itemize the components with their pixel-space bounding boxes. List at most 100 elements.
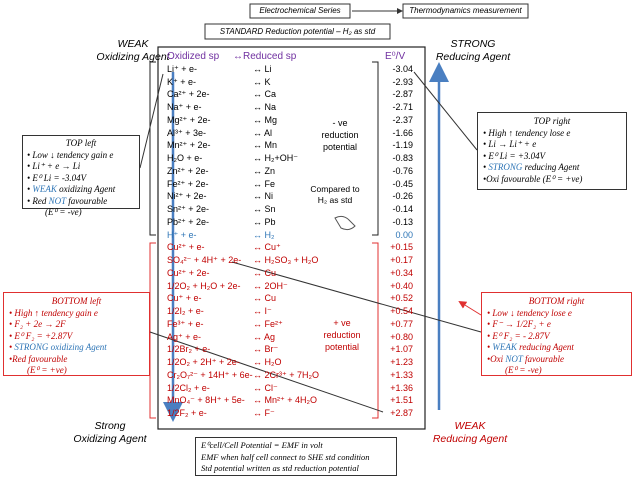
footer-line: EMF when half cell connect to SHE std co… — [201, 451, 370, 462]
bracket — [149, 242, 156, 419]
column-header: Oxidized sp — [167, 51, 220, 62]
box-segment: • — [483, 162, 489, 172]
label: WEAK Oxidizing Agent — [78, 38, 188, 64]
box-line: • F₂ + 2e → 2F — [9, 319, 66, 329]
label: STRONG Reducing Agent — [418, 38, 528, 64]
note: Compared to H₂ as std — [300, 184, 370, 206]
potential: -0.83 — [392, 153, 413, 164]
pointer — [458, 300, 482, 316]
label-line: Oxidizing Agent — [73, 433, 147, 445]
label: WEAK Reducing Agent — [415, 420, 525, 446]
series-title: Electrochemical Series — [259, 6, 341, 15]
potential: +0.52 — [390, 293, 413, 304]
box-line: • E⁰ F₂ = - 2.87V — [487, 330, 550, 341]
oxidized-species: Ni²⁺ + 2e- — [167, 191, 207, 202]
footer-box: E⁰cell/Cell Potential = EMF in volt EMF … — [195, 437, 397, 476]
label-line: Reducing Agent — [435, 51, 511, 63]
oxidized-species: Al³⁺ + 3e- — [167, 127, 207, 138]
potential: -0.76 — [392, 165, 413, 176]
potential: +1.07 — [390, 344, 413, 355]
label-line: WEAK — [117, 38, 149, 50]
potential: -0.14 — [392, 204, 413, 215]
oxidized-species: Fe²⁺ + 2e- — [167, 178, 209, 189]
potential: -0.45 — [392, 178, 413, 189]
box-line: (E⁰ = -ve) — [505, 365, 542, 375]
potential: +2.87 — [390, 407, 413, 418]
measurement-title: Thermodynamics measurement — [409, 6, 522, 15]
footer-line: E⁰cell/Cell Potential = EMF in volt — [201, 440, 323, 450]
box-line: • F⁻ → 1/2F₂ + e — [487, 319, 551, 329]
potential: -2.93 — [392, 76, 413, 87]
label-line: Reducing Agent — [432, 433, 508, 445]
box-line: • STRONG reducing Agent — [483, 162, 621, 174]
reduced-species: ↔ H₂+OH⁻ — [253, 153, 298, 164]
potential: +0.17 — [390, 255, 413, 266]
potential: -2.37 — [392, 114, 413, 125]
reduced-species: ↔ Na — [253, 102, 277, 113]
box-line: (E⁰ = -ve) — [45, 207, 82, 217]
box-line: • WEAK oxidizing Agent — [27, 184, 135, 196]
column-header: E⁰/V — [385, 51, 406, 62]
potential: +0.15 — [390, 242, 413, 253]
reduced-species: ↔ Ca — [253, 89, 277, 100]
reduced-species: ↔ Cu — [253, 267, 277, 278]
potential: -3.04 — [392, 64, 413, 74]
box-segment: • — [487, 342, 493, 352]
note-line: potential — [324, 342, 360, 352]
box-segment: • — [27, 184, 33, 194]
bracket — [372, 61, 379, 236]
potential: +0.54 — [390, 306, 413, 317]
box-segment: WEAK — [492, 342, 517, 352]
label-line: Strong — [94, 420, 126, 432]
note-box: TOP right • High ↑ tendency lose e • Li → … — [477, 112, 627, 190]
potential: +0.77 — [390, 318, 413, 329]
oxidized-species: Sn²⁺ + 2e- — [167, 204, 210, 215]
oxidized-species: Cu²⁺ + 2e- — [167, 267, 210, 278]
reduced-species: ↔ Ag — [253, 331, 276, 342]
pointer-line — [413, 71, 478, 151]
box-segment: • Red — [27, 195, 49, 206]
table-frame — [157, 46, 426, 430]
box-line: • High ↑ tendency lose e — [483, 127, 571, 138]
note-line: + ve — [333, 318, 351, 328]
box-title: BOTTOM left — [51, 296, 102, 306]
potential: +1.23 — [390, 357, 413, 368]
reduced-species: ↔ Fe²⁺ — [253, 318, 283, 329]
reduced-species: ↔ Cu⁺ — [253, 242, 281, 253]
box-line: • STRONG oxidizing Agent — [9, 342, 144, 354]
note: - ve reduction potential — [305, 117, 375, 153]
oxidized-species: Pb²⁺ + 2e- — [167, 216, 210, 227]
box-line: • WEAK reducing Agent — [487, 342, 626, 354]
box-segment: reducing Agent — [516, 342, 574, 352]
note-line: Compared to — [310, 184, 360, 194]
box-line: • E⁰ F₂ = +2.87V — [9, 330, 73, 341]
reduced-species: ↔ H₂ — [253, 229, 275, 240]
reduced-species: ↔ Li — [253, 64, 272, 74]
oxidized-species: Li⁺ + e- — [167, 64, 198, 74]
potential: +1.36 — [390, 382, 413, 393]
box-line: • Low ↓ tendency gain e — [27, 149, 114, 160]
reduced-species: ↔ Fe — [253, 178, 276, 189]
box-segment: •Oxi — [487, 353, 506, 364]
standard-title: STANDARD Reduction potential – H₂ as std — [219, 27, 376, 36]
box-line: •Oxi favourable (E⁰ = +ve) — [483, 173, 583, 184]
oxidized-species: 1/2O₂ + 2H⁺ + 2e- — [167, 357, 240, 368]
box-segment: reducing Agent — [522, 162, 580, 172]
hand-icon — [334, 215, 356, 231]
oxidized-species: Zn²⁺ + 2e- — [167, 165, 209, 176]
box-segment: STRONG — [488, 162, 523, 172]
note-line: potential — [322, 142, 358, 152]
note-box: BOTTOM right • Low ↓ tendency lose e • F⁻ … — [481, 292, 632, 376]
note-line: H₂ as std — [317, 195, 353, 205]
measurement-box — [402, 3, 529, 19]
reduced-species: ↔ F⁻ — [253, 407, 275, 418]
oxidized-species: K⁺ + e- — [167, 76, 197, 87]
box-segment: STRONG oxidizing Agent — [14, 342, 107, 352]
note-line: reduction — [323, 330, 361, 340]
box-line: • E⁰ Li = -3.04V — [27, 172, 87, 183]
oxidized-species: 1/2F₂ + e- — [167, 407, 207, 418]
box-line: • Low ↓ tendency lose e — [487, 307, 572, 318]
pointer-line — [149, 331, 384, 413]
